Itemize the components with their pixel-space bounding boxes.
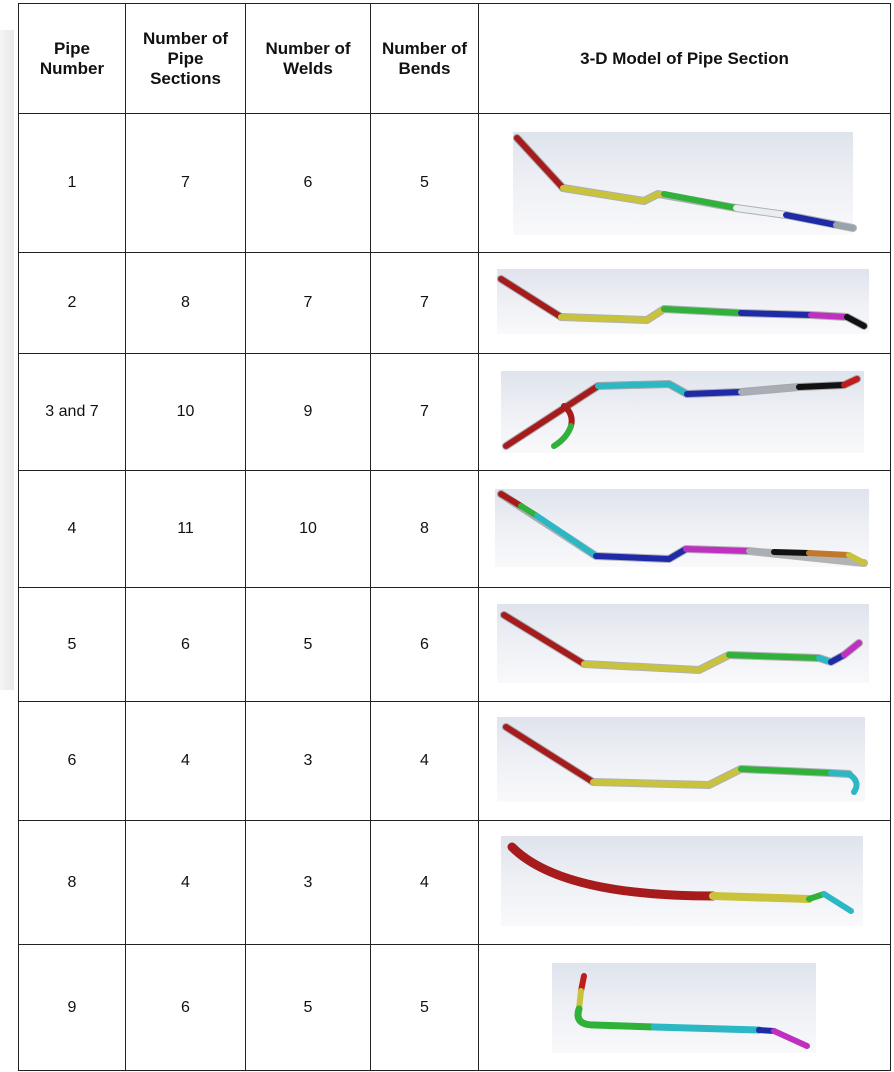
header-cell: Number of Bends [371, 4, 479, 114]
row: 6 4 3 4 [19, 702, 891, 821]
model-cell [479, 821, 891, 945]
cell: 5 [19, 588, 126, 702]
model-cell [479, 588, 891, 702]
row: 5 6 5 6 [19, 588, 891, 702]
side-shadow [0, 30, 14, 690]
model-cell [479, 945, 891, 1071]
pipe-model [479, 945, 890, 1070]
cell: 9 [19, 945, 126, 1071]
cell: 3 [246, 702, 371, 821]
cell: 8 [126, 253, 246, 354]
cell: 11 [126, 471, 246, 588]
header-cell: Number of Pipe Sections [126, 4, 246, 114]
cell: 4 [126, 821, 246, 945]
cell: 10 [246, 471, 371, 588]
pipe-model [479, 471, 890, 587]
pipe-model [479, 253, 890, 353]
row: 3 and 7 10 9 7 [19, 354, 891, 471]
cell: 4 [371, 702, 479, 821]
cell: 6 [246, 114, 371, 253]
cell: 8 [19, 821, 126, 945]
model-cell [479, 114, 891, 253]
row: 4 11 10 8 [19, 471, 891, 588]
cell: 5 [246, 945, 371, 1071]
pipe-model [479, 354, 890, 470]
cell: 4 [371, 821, 479, 945]
row: 1 7 6 5 [19, 114, 891, 253]
cell: 4 [126, 702, 246, 821]
pipe-model [479, 821, 890, 944]
row: 8 4 3 4 [19, 821, 891, 945]
header-row: Pipe Number Number of Pipe Sections Numb… [19, 4, 891, 114]
cell: 7 [371, 253, 479, 354]
cell: 7 [126, 114, 246, 253]
header-cell: Number of Welds [246, 4, 371, 114]
pipe-model [479, 702, 890, 820]
cell: 5 [371, 114, 479, 253]
model-cell [479, 471, 891, 588]
cell: 3 and 7 [19, 354, 126, 471]
cell: 6 [19, 702, 126, 821]
cell: 10 [126, 354, 246, 471]
cell: 5 [246, 588, 371, 702]
cell: 4 [19, 471, 126, 588]
cell: 6 [371, 588, 479, 702]
cell: 1 [19, 114, 126, 253]
page: Pipe Number Number of Pipe Sections Numb… [0, 0, 894, 1072]
model-cell [479, 253, 891, 354]
cell: 6 [126, 588, 246, 702]
cell: 8 [371, 471, 479, 588]
pipe-model [479, 114, 890, 252]
pipe-model [479, 588, 890, 701]
row: 9 6 5 5 [19, 945, 891, 1071]
cell: 3 [246, 821, 371, 945]
model-cell [479, 354, 891, 471]
row: 2 8 7 7 [19, 253, 891, 354]
cell: 6 [126, 945, 246, 1071]
cell: 9 [246, 354, 371, 471]
header-cell: 3-D Model of Pipe Section [479, 4, 891, 114]
pipe-table: Pipe Number Number of Pipe Sections Numb… [18, 3, 891, 1071]
cell: 5 [371, 945, 479, 1071]
cell: 7 [246, 253, 371, 354]
header-cell: Pipe Number [19, 4, 126, 114]
cell: 7 [371, 354, 479, 471]
model-cell [479, 702, 891, 821]
cell: 2 [19, 253, 126, 354]
